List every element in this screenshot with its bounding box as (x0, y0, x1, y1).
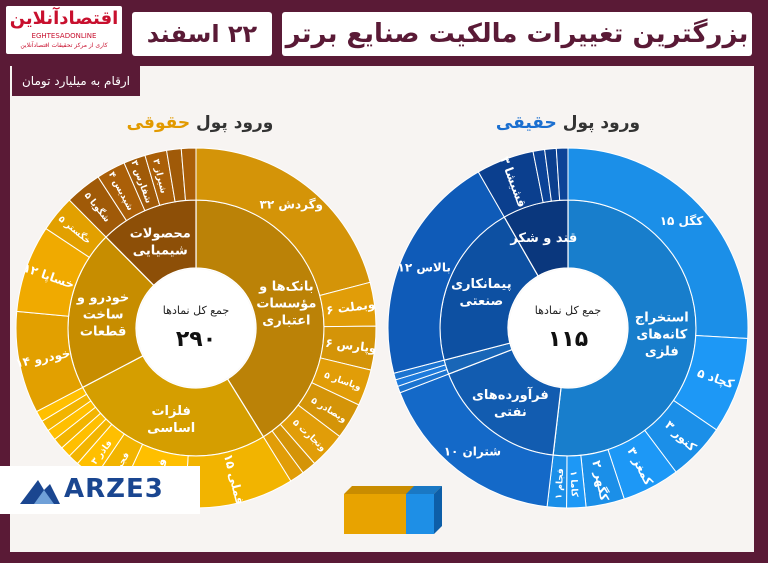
center-label: جمع کل نمادها (163, 304, 229, 317)
bar-side (434, 486, 442, 534)
symbol-segment (555, 147, 569, 201)
arzee-text: ARZE3 (64, 474, 164, 504)
bar-top-real (406, 486, 442, 494)
unit-note: ارقام به میلیارد تومان (12, 66, 140, 96)
center-label: جمع کل نمادها (535, 304, 601, 317)
sector-label: فلزی (645, 344, 679, 359)
center-disc (509, 269, 627, 387)
sector-label: استخراج (635, 310, 689, 325)
eghtesadonline-logo: اقتصادآنلاین EGHTESADONLINE کاری از مرکز… (6, 6, 122, 54)
chart-title: ورود پول حقوقی (127, 113, 274, 133)
center-disc (137, 269, 255, 387)
sector-label: کانه‌های (636, 327, 687, 342)
symbol-label: فجام ۱ (554, 468, 566, 500)
sector-label: اعتباری (262, 313, 310, 328)
sector-label: قطعات (80, 325, 126, 340)
sector-label: صنعتی (460, 294, 504, 309)
sector-label: فرآورده‌های (472, 386, 549, 403)
sector-label: پیمانکاری (451, 277, 512, 292)
header-bar: اقتصادآنلاین EGHTESADONLINE کاری از مرکز… (0, 0, 768, 66)
sector-label: اساسی (147, 421, 195, 436)
symbol-label: وگردش ۳۲ (260, 197, 323, 212)
sector-label: محصولات (130, 227, 191, 242)
symbol-segment (180, 147, 197, 201)
sector-label: خودرو و (76, 291, 129, 306)
arzee-watermark: ARZE3 (0, 466, 200, 514)
sector-label: قند و شکر (509, 231, 577, 246)
center-total: ۲۹۰ (176, 327, 216, 352)
sector-label: بانک‌ها و (258, 279, 313, 294)
center-total: ۱۱۵ (548, 327, 588, 352)
symbol-label: کاما ۱ (568, 471, 579, 498)
logo-name: اقتصادآنلاین (9, 8, 119, 29)
real-bar (406, 494, 434, 534)
sector-label: ساخت (83, 308, 124, 323)
logo-note: کاری از مرکز تحقیقات اقتصادآنلاین (20, 42, 108, 49)
ratio-bar (344, 486, 442, 534)
arzee-mountain-icon (20, 480, 60, 504)
legal-bar (344, 494, 406, 534)
symbol-label: کگل ۱۵ (660, 214, 704, 228)
page-title: بزرگترین تغییرات مالکیت صنایع برتر (282, 12, 752, 56)
sector-label: نفتی (494, 405, 527, 420)
sector-label: شیمیایی (133, 244, 188, 259)
date-label: ۲۲ اسفند (132, 12, 272, 56)
sector-label: فلزات (151, 404, 190, 419)
symbol-label: بالاس ۱۲ (398, 261, 451, 275)
symbol-label: شتران ۱۰ (444, 444, 501, 458)
chart-title: ورود پول حقیقی (496, 113, 640, 133)
logo-site: EGHTESADONLINE (31, 32, 97, 40)
sector-label: مؤسسات (256, 296, 316, 311)
